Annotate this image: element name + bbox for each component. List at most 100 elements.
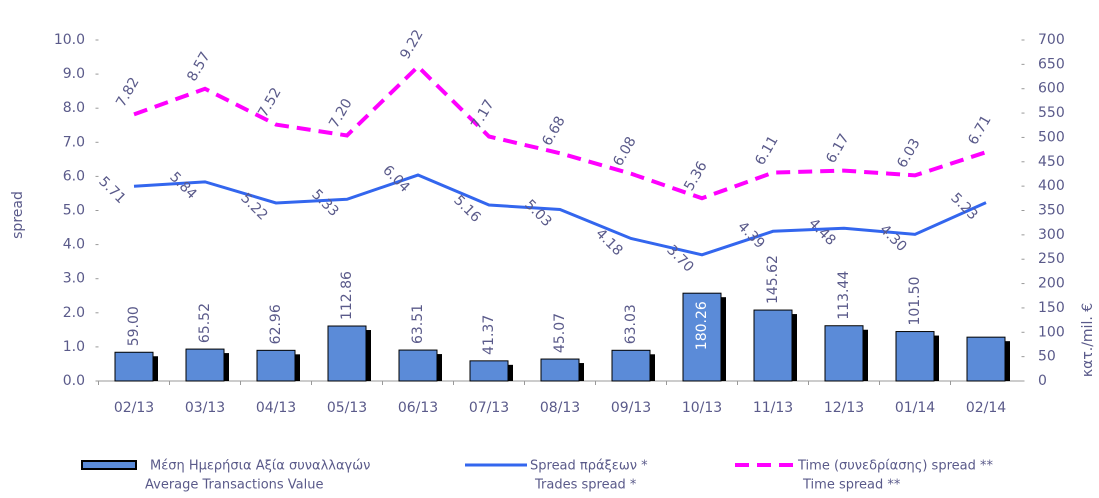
bar-value-label: 59.00 [126,306,142,346]
bar-value-label: 113.44 [836,271,852,320]
bar-value-label: 101.50 [907,277,923,326]
bar [611,349,651,382]
line-value-label: 4.30 [876,222,909,255]
line-value-label: 8.57 [184,49,213,84]
line-value-label: 3.70 [663,242,696,275]
x-tick-label: 11/13 [753,400,793,416]
x-tick-label: 02/13 [114,400,154,416]
x-tick-label: 05/13 [327,400,367,416]
line-value-label: 7.52 [255,85,284,120]
line-value-label: 7.17 [468,97,497,132]
x-tick-label: 10/13 [682,400,722,416]
legend-sublabel: Average Transactions Value [145,478,324,493]
bar [114,351,154,382]
bar [824,325,864,382]
line [133,63,987,201]
bar-value-label: 62.96 [268,304,284,344]
line-value-label: 6.17 [823,131,852,166]
legend-sublabel: Time spread ** [802,478,901,493]
y2-tick-label: 500 [1038,129,1065,145]
y-tick-label: 0.0 [63,373,85,389]
bar [895,331,935,382]
x-tick-label: 06/13 [398,400,438,416]
x-tick-label: 01/14 [895,400,935,416]
bar-value-label: 63.51 [410,304,426,344]
line-value-label: 5.03 [521,197,554,230]
y2-tick-label: 0 [1038,373,1047,389]
line-value-label: 6.04 [379,162,412,195]
bar-value-label: 180.26 [694,301,710,350]
line-value-label: 4.18 [592,226,625,259]
bar-value-label: 41.37 [481,315,497,355]
line-value-label: 7.82 [113,75,142,110]
y-axis-label: spread [10,191,26,239]
x-tick-label: 09/13 [611,400,651,416]
bar-value-label: 112.86 [339,271,355,320]
y-tick-label: 1.0 [63,339,85,355]
y-tick-label: 3.0 [63,271,85,287]
line-value-label: 4.48 [805,216,838,249]
y2-tick-label: 100 [1038,324,1065,340]
legend-label: Μέση Ημερήσια Αξία συναλλαγών [150,459,370,474]
y2-tick-label: 50 [1038,349,1056,365]
bar [327,325,367,382]
y2-tick-label: 650 [1038,56,1065,72]
line-value-label: 4.39 [734,219,767,252]
y2-tick-label: 550 [1038,105,1065,121]
y2-tick-label: 350 [1038,203,1065,219]
bar [540,358,580,382]
bar [256,349,296,382]
bar [966,336,1006,382]
legend-swatch [81,460,137,470]
bar [185,348,225,382]
bar-value-label: 45.07 [552,313,568,353]
bar [682,292,722,382]
y-tick-label: 2.0 [63,305,85,321]
line [133,173,987,257]
y2-axis-label: κατ./mil. € [1080,303,1096,377]
line-value-label: 9.22 [397,27,426,62]
bar-value-label: 65.52 [197,303,213,343]
line-value-label: 6.03 [894,136,923,171]
x-tick-label: 07/13 [469,400,509,416]
x-tick-label: 04/13 [256,400,296,416]
y2-tick-label: 300 [1038,227,1065,243]
y2-tick-label: 700 [1038,32,1065,48]
legend-label: Spread πράξεων * [530,459,648,474]
line-value-label: 5.22 [237,190,270,223]
y2-tick-label: 250 [1038,251,1065,267]
bar [398,349,438,382]
line-value-label: 5.71 [95,174,128,207]
bar-value-label: 63.03 [623,304,639,344]
line-value-label: 5.84 [166,169,199,202]
line-value-label: 7.20 [326,96,355,131]
bar [469,360,509,382]
bar [753,309,793,382]
y-tick-label: 9.0 [63,66,85,82]
y2-tick-label: 600 [1038,81,1065,97]
y2-tick-label: 450 [1038,154,1065,170]
y-tick-label: 6.0 [63,168,85,184]
line-value-label: 5.16 [450,192,483,225]
y-tick-label: 8.0 [63,100,85,116]
x-tick-label: 03/13 [185,400,225,416]
line-value-label: 6.68 [539,114,568,149]
x-tick-label: 08/13 [540,400,580,416]
y2-tick-label: 400 [1038,178,1065,194]
y-tick-label: 4.0 [63,237,85,253]
line-value-label: 5.36 [681,159,710,194]
y-tick-label: 5.0 [63,203,85,219]
x-tick-label: 12/13 [824,400,864,416]
x-tick-label: 02/14 [966,400,1006,416]
line-value-label: 6.08 [610,134,639,169]
line-value-label: 6.71 [965,113,994,148]
y2-tick-label: 200 [1038,276,1065,292]
line-value-label: 6.11 [752,133,781,168]
legend-sublabel: Trades spread * [534,478,637,493]
y-tick-label: 10.0 [54,32,85,48]
legend-label: Time (συνεδρίασης) spread ** [797,459,993,474]
line-value-label: 5.33 [308,187,341,220]
y2-tick-label: 150 [1038,300,1065,316]
y-tick-label: 7.0 [63,134,85,150]
